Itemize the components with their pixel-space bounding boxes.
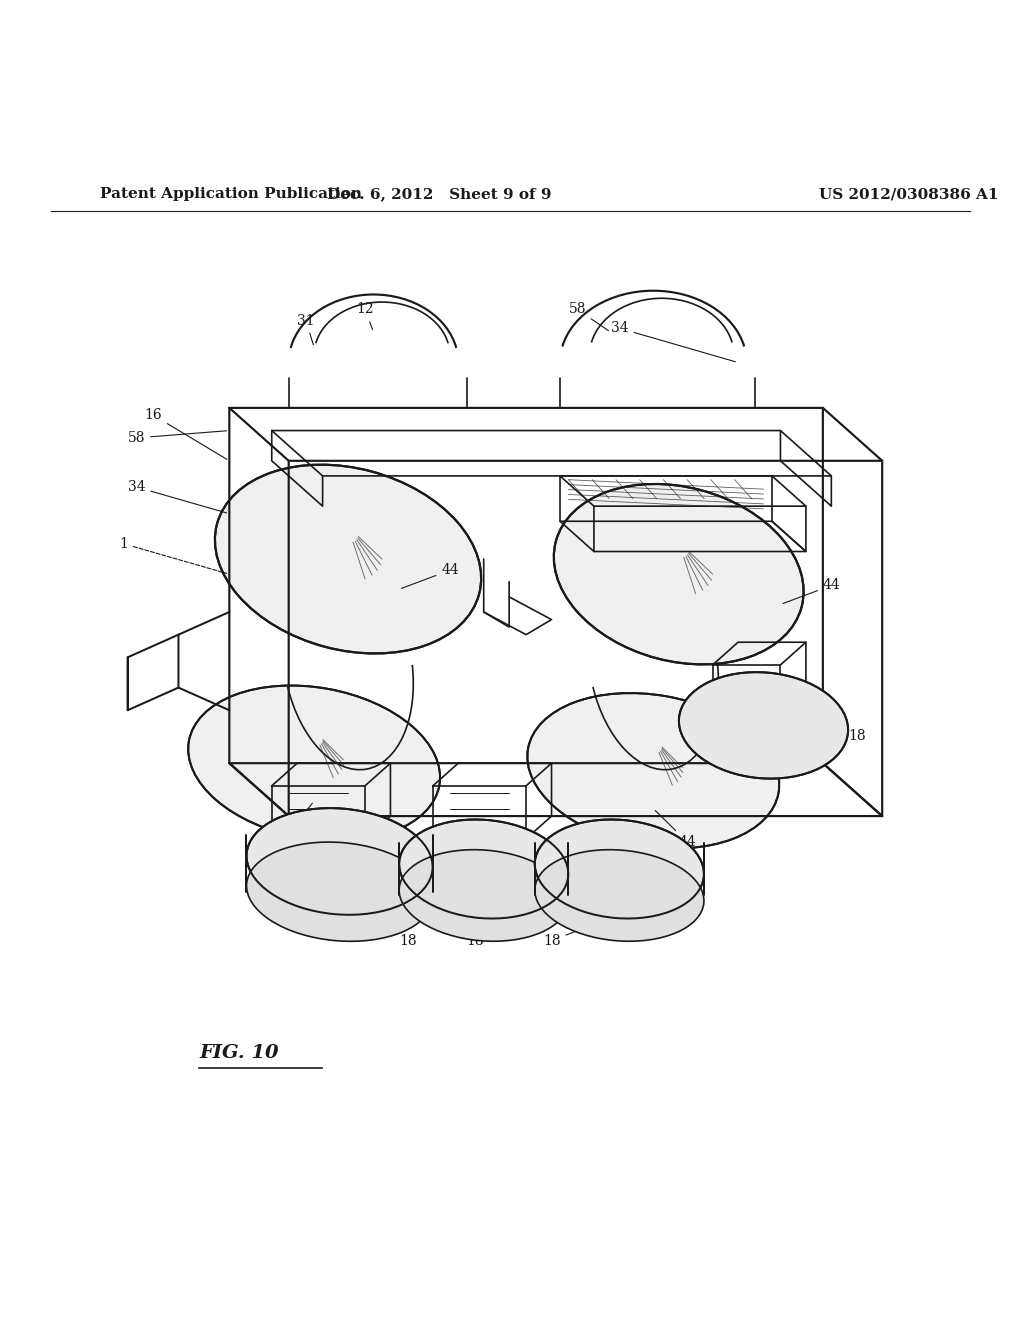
Text: 44: 44 xyxy=(783,578,841,603)
Text: 12: 12 xyxy=(356,302,374,330)
Ellipse shape xyxy=(679,672,848,779)
Text: 44: 44 xyxy=(655,810,696,849)
Ellipse shape xyxy=(527,693,779,849)
Text: Patent Application Publication: Patent Application Publication xyxy=(100,187,362,201)
Ellipse shape xyxy=(554,484,804,664)
Ellipse shape xyxy=(535,820,703,919)
Text: 58: 58 xyxy=(568,302,608,331)
Text: 44: 44 xyxy=(255,803,312,873)
Text: 18: 18 xyxy=(543,915,616,948)
Ellipse shape xyxy=(535,850,703,941)
Ellipse shape xyxy=(399,850,568,941)
Text: 44: 44 xyxy=(401,564,459,589)
Text: 31: 31 xyxy=(297,314,314,345)
Ellipse shape xyxy=(247,808,432,915)
Text: 16: 16 xyxy=(144,408,227,459)
Text: 18: 18 xyxy=(766,730,866,755)
Text: US 2012/0308386 A1: US 2012/0308386 A1 xyxy=(819,187,999,201)
Text: 34: 34 xyxy=(128,480,226,513)
Text: Dec. 6, 2012   Sheet 9 of 9: Dec. 6, 2012 Sheet 9 of 9 xyxy=(327,187,552,201)
Text: 34: 34 xyxy=(611,321,735,362)
Ellipse shape xyxy=(215,465,481,653)
Ellipse shape xyxy=(188,685,440,841)
Text: FIG. 10: FIG. 10 xyxy=(200,1044,279,1063)
Text: 18: 18 xyxy=(342,908,417,948)
Ellipse shape xyxy=(399,820,568,919)
Text: 58: 58 xyxy=(128,430,226,445)
Ellipse shape xyxy=(247,842,432,941)
Text: 18: 18 xyxy=(467,917,484,948)
Text: 1: 1 xyxy=(119,537,226,573)
